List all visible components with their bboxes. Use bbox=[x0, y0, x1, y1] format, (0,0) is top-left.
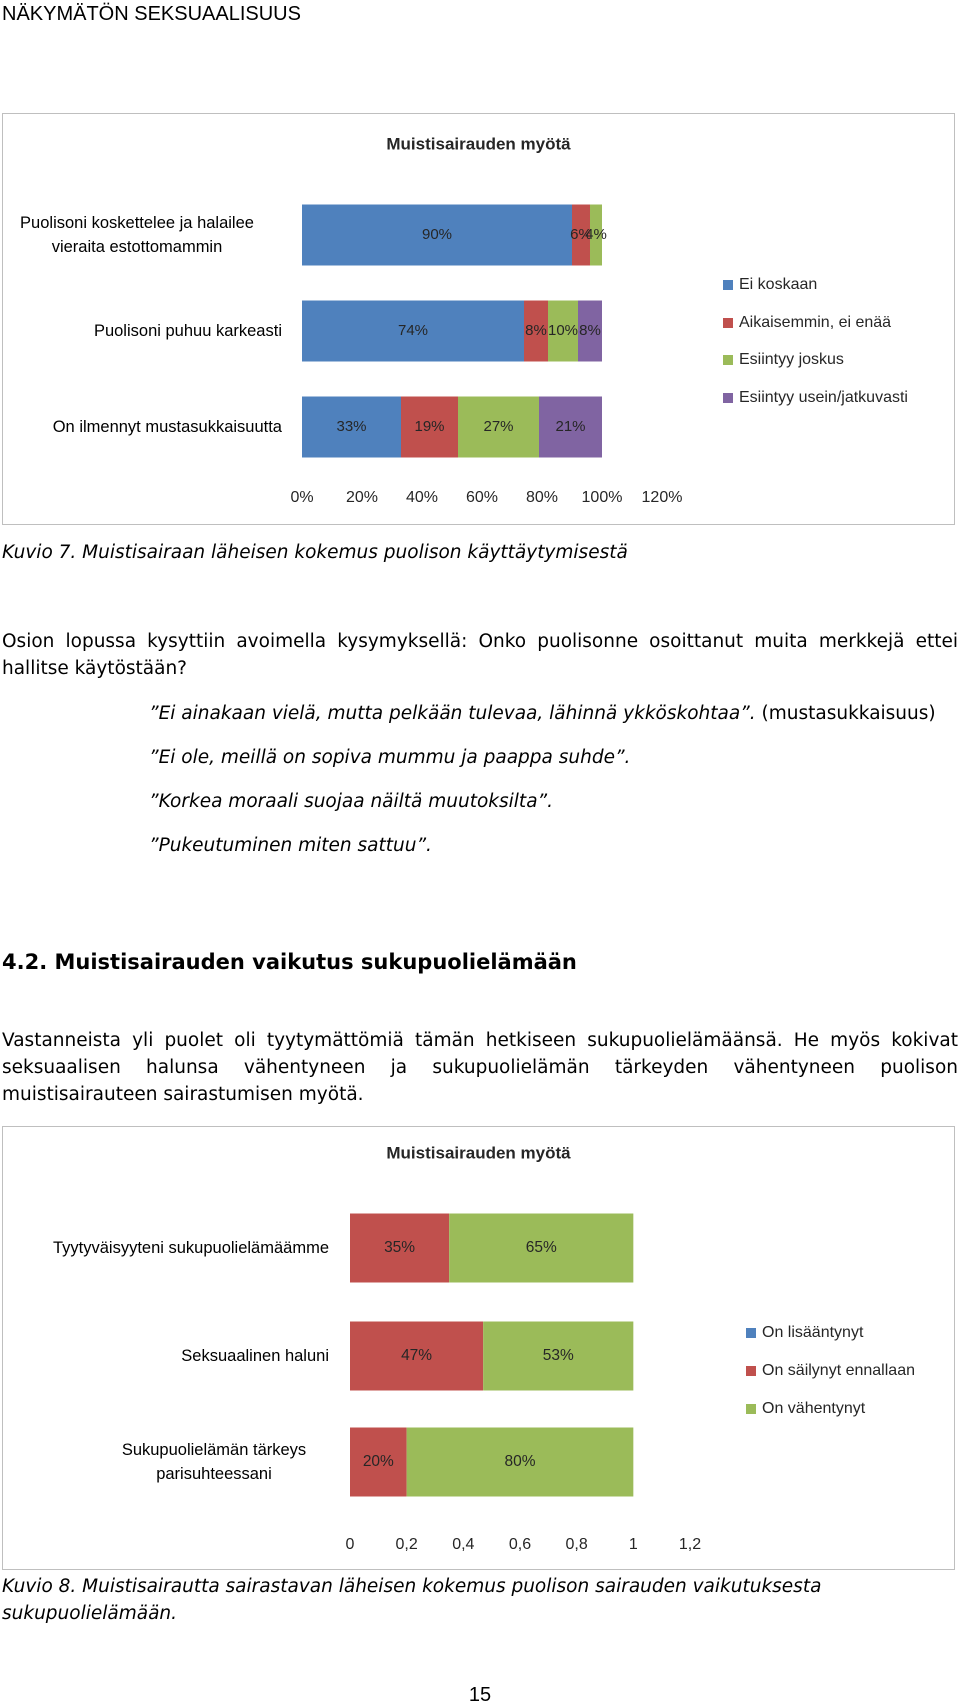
category-label-box: Puolisoni puhuu karkeasti bbox=[0, 301, 282, 362]
value-label: 47% bbox=[401, 1347, 432, 1364]
x-tick-label: 120% bbox=[642, 489, 683, 506]
quote: ”Korkea moraali suojaa näiltä muutoksilt… bbox=[149, 791, 553, 812]
chart-box: Muistisairauden myötä 0% 20% 40% 60% 80% 100% 1… bbox=[2, 113, 955, 525]
x-tick-label: 80% bbox=[526, 489, 558, 506]
legend-swatch bbox=[746, 1328, 756, 1338]
value-label: 35% bbox=[384, 1239, 415, 1256]
value-label: 21% bbox=[555, 418, 585, 435]
bar-segment bbox=[483, 1321, 634, 1391]
bar-segment bbox=[406, 1427, 634, 1497]
bar-segment bbox=[449, 1213, 634, 1283]
x-tick-label: 0 bbox=[346, 1536, 355, 1553]
value-label: 27% bbox=[483, 418, 513, 435]
x-tick-label: 0,2 bbox=[396, 1536, 418, 1553]
figure-caption: Kuvio 7. Muistisairaan läheisen kokemus … bbox=[2, 542, 628, 563]
bar-segment bbox=[539, 396, 602, 458]
x-tick-label: 0,6 bbox=[509, 1536, 531, 1553]
quote-text: ”Ei ainakaan vielä, mutta pelkään tuleva… bbox=[149, 703, 756, 724]
category-label-box: Tyytyväisyyteni sukupuolielämäämme bbox=[0, 1214, 329, 1283]
bar-segment bbox=[302, 396, 401, 458]
x-tick-label: 0,4 bbox=[452, 1536, 474, 1553]
y-category-label: Sukupuolielämän tärkeys parisuhteessani bbox=[121, 1441, 307, 1483]
bar-segment bbox=[350, 1213, 450, 1283]
y-category-label: Puolisoni puhuu karkeasti bbox=[93, 322, 282, 340]
x-tick-label: 0,8 bbox=[566, 1536, 588, 1553]
category-label-box: Seksuaalinen haluni bbox=[0, 1322, 329, 1391]
quote-block: ”Ei ainakaan vielä, mutta pelkään tuleva… bbox=[149, 700, 959, 859]
value-label: 4% bbox=[585, 226, 607, 243]
legend-swatch bbox=[723, 318, 733, 328]
value-label: 8% bbox=[579, 322, 601, 339]
bar-segment bbox=[350, 1427, 407, 1497]
bar-segment bbox=[302, 204, 572, 266]
paragraph: Osion lopussa kysyttiin avoimella kysymy… bbox=[2, 631, 958, 679]
running-header: NÄKYMÄTÖN SEKSUAALISUUS bbox=[2, 3, 301, 25]
y-category-label: Seksuaalinen haluni bbox=[181, 1347, 329, 1365]
section-heading: 4.2. Muistisairauden vaikutus sukupuolie… bbox=[2, 950, 577, 974]
bar-segment bbox=[350, 1321, 484, 1391]
category-label-box: Puolisoni koskettelee ja halailee vierai… bbox=[0, 205, 282, 266]
value-label: 19% bbox=[414, 418, 444, 435]
value-label: 20% bbox=[363, 1453, 394, 1470]
bar-segment bbox=[458, 396, 539, 458]
page-number: 15 bbox=[468, 1684, 492, 1706]
x-tick-label: 40% bbox=[406, 489, 438, 506]
value-label: 74% bbox=[398, 322, 428, 339]
y-category-label: Tyytyväisyyteni sukupuolielämäämme bbox=[52, 1239, 329, 1257]
y-category-label: Puolisoni koskettelee ja halailee vierai… bbox=[20, 214, 254, 256]
x-tick-label: 1 bbox=[629, 1536, 638, 1553]
chart: Muistisairauden myötä 0 0,2 0,4 0,6 0,8 1 1,2 35… bbox=[346, 1143, 915, 1553]
legend-swatch bbox=[723, 355, 733, 365]
y-category-label: On ilmennyt mustasukkaisuutta bbox=[52, 418, 282, 436]
x-tick-label: 100% bbox=[582, 489, 623, 506]
paragraph: Vastanneista yli puolet oli tyytymättömi… bbox=[2, 1030, 958, 1105]
legend-label: Aikaisemmin, ei enää bbox=[739, 314, 891, 331]
legend-label: Esiintyy usein/jatkuvasti bbox=[739, 389, 908, 406]
bar-segment bbox=[524, 300, 548, 362]
legend-swatch bbox=[746, 1366, 756, 1376]
x-tick-label: 1,2 bbox=[679, 1536, 701, 1553]
bar-segment bbox=[401, 396, 458, 458]
chart-box: Muistisairauden myötä 0 0,2 0,4 0,6 0,8 1 1,2 35… bbox=[2, 1126, 955, 1570]
value-label: 80% bbox=[504, 1453, 535, 1470]
bar-segment bbox=[578, 300, 602, 362]
figure-caption: Kuvio 8. Muistisairautta sairastavan läh… bbox=[2, 1576, 822, 1624]
bar-segment bbox=[548, 300, 578, 362]
value-label: 6% bbox=[570, 226, 592, 243]
chart-title: Muistisairauden myötä bbox=[386, 1143, 571, 1162]
value-label: 33% bbox=[336, 418, 366, 435]
quote: ”Ei ole, meillä on sopiva mummu ja paapp… bbox=[149, 747, 631, 768]
quote: ”Pukeutuminen miten sattuu”. bbox=[149, 835, 432, 856]
x-tick-label: 20% bbox=[346, 489, 378, 506]
chart: Muistisairauden myötä 0% 20% 40% 60% 80% 100% 1… bbox=[290, 134, 908, 506]
value-label: 53% bbox=[543, 1347, 574, 1364]
x-tick-label: 60% bbox=[466, 489, 498, 506]
value-label: 90% bbox=[422, 226, 452, 243]
legend-label: On säilynyt ennallaan bbox=[762, 1362, 915, 1379]
legend-label: Ei koskaan bbox=[739, 276, 817, 293]
bar-segment bbox=[572, 204, 590, 266]
legend-label: Esiintyy joskus bbox=[739, 351, 844, 368]
value-label: 65% bbox=[526, 1239, 557, 1256]
value-label: 8% bbox=[525, 322, 547, 339]
legend-label: On vähentynyt bbox=[762, 1400, 866, 1417]
legend-swatch bbox=[723, 393, 733, 403]
category-label-box: Sukupuolielämän tärkeys parisuhteessani bbox=[99, 1428, 329, 1497]
legend-swatch bbox=[723, 280, 733, 290]
legend-swatch bbox=[746, 1404, 756, 1414]
legend-label: On lisääntynyt bbox=[762, 1324, 864, 1341]
quote: ”Ei ainakaan vielä, mutta pelkään tuleva… bbox=[149, 700, 959, 727]
bar-segment bbox=[302, 300, 524, 362]
chart-title: Muistisairauden myötä bbox=[386, 134, 571, 153]
value-label: 10% bbox=[548, 322, 578, 339]
x-tick-label: 0% bbox=[290, 489, 313, 506]
category-label-box: On ilmennyt mustasukkaisuutta bbox=[0, 397, 282, 458]
quote-note: (mustasukkaisuus) bbox=[761, 703, 936, 724]
bar-segment bbox=[590, 204, 602, 266]
